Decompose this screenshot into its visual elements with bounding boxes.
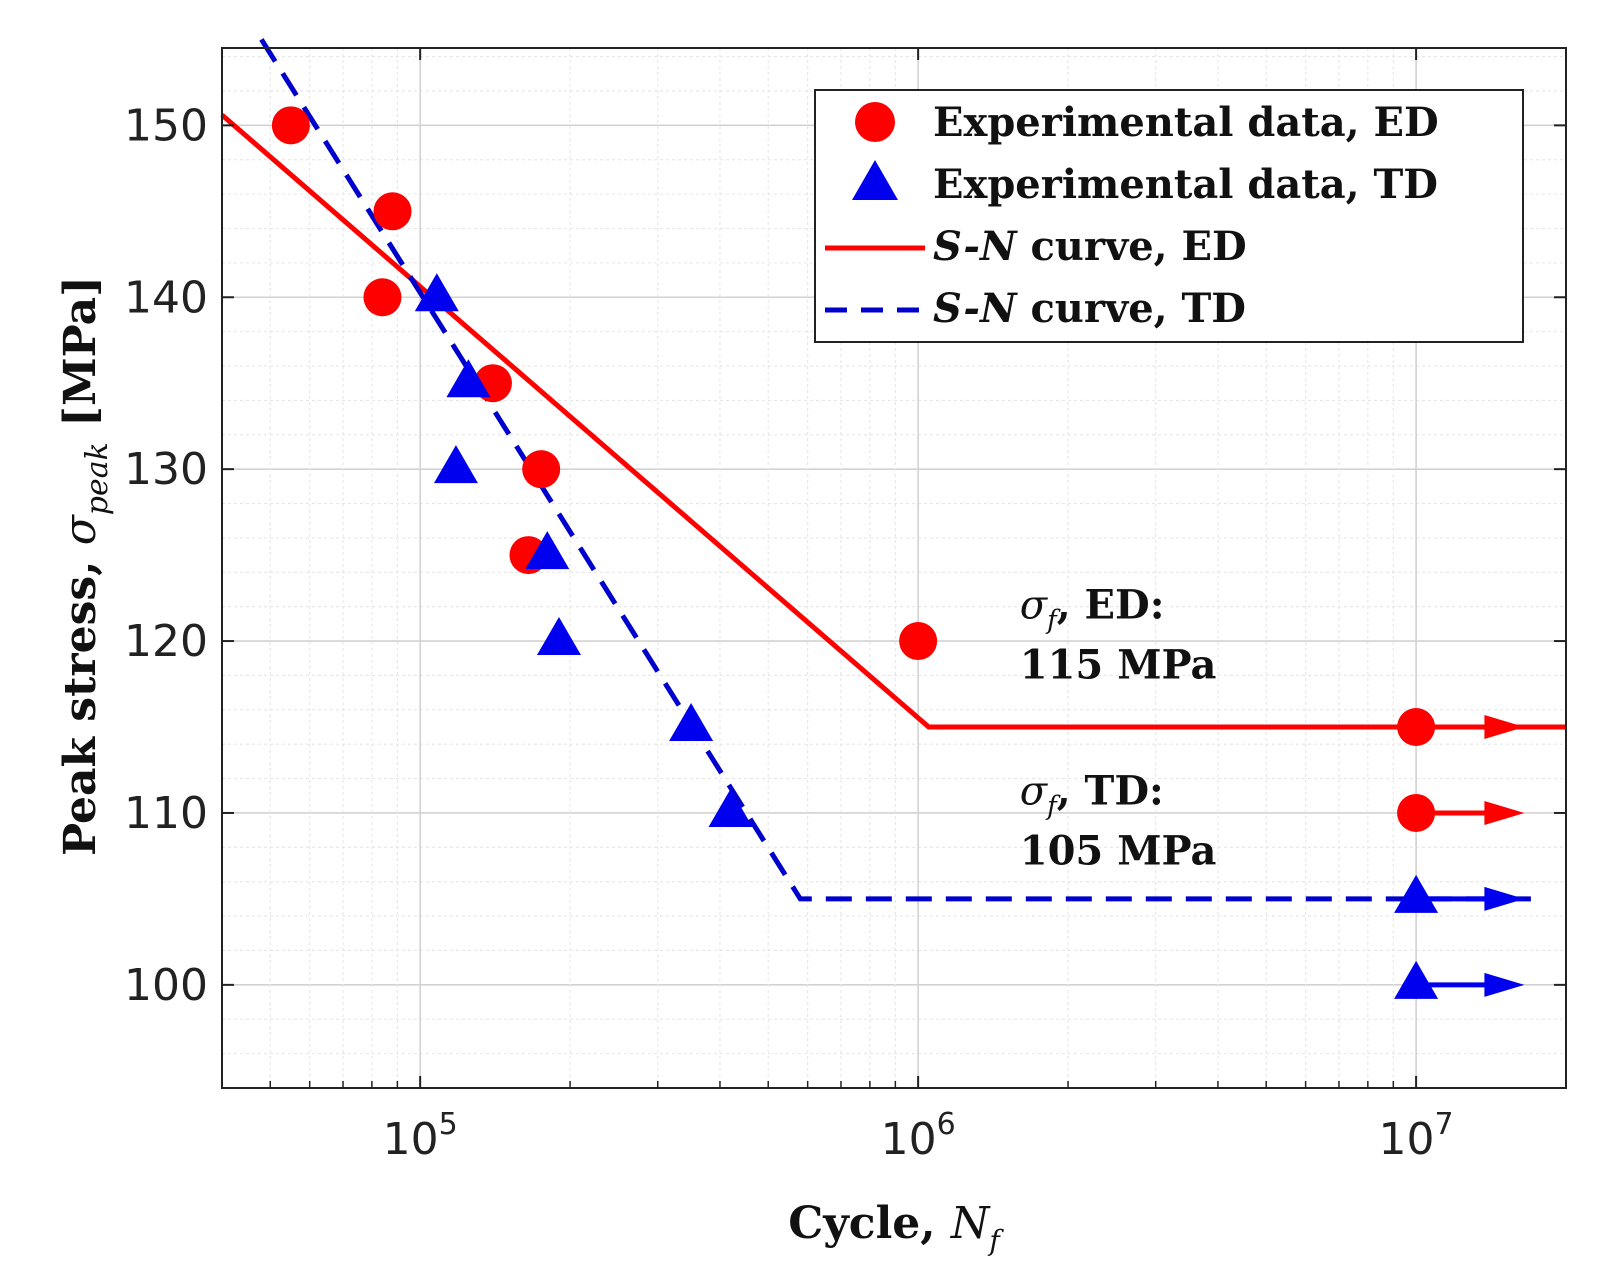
legend-entry-label: Experimental data, ED [933,99,1439,146]
y-axis-label-text: Peak stress, [55,545,106,856]
td-data-point [433,445,478,484]
ed-data-point [1397,793,1436,832]
legend-italic-prefix: S-N [933,223,1018,270]
axis-labels: Cycle, Nf Peak stress, σpeak [MPa] [55,276,1004,1257]
y-tick-label: 150 [124,100,208,151]
y-axis-label: Peak stress, σpeak [MPa] [55,276,115,856]
ed-data-point [1397,708,1436,747]
series-lines [220,38,1566,902]
endurance-limit-annotation-line1: σf, TD: [1020,767,1164,821]
annotation-label: , ED: [1057,582,1165,629]
x-tick-label-base: 10 [881,1114,937,1165]
x-axis-label-text: Cycle, [788,1198,951,1249]
x-tick-label: 106 [881,1107,956,1165]
ed-data-point [899,622,938,661]
legend-entry-label: Experimental data, TD [933,161,1438,208]
ed-data-point [363,278,402,317]
y-tick-label: 100 [124,960,208,1011]
td-data-point [446,359,491,398]
legend-entry-label: S-N curve, ED [933,223,1247,270]
x-tick-label: 107 [1379,1107,1454,1165]
x-axis-label: Cycle, Nf [788,1198,1004,1257]
y-axis-label-subscript: peak [80,442,115,515]
td-data-point [536,617,581,656]
x-tick-label: 105 [383,1107,458,1165]
td-data-point [525,531,570,570]
td-data-point [414,273,459,312]
sn-curve-td-line [259,38,1531,902]
y-axis-label-unit: [MPa] [55,276,106,442]
runout-arrow-head [1484,886,1525,911]
legend-ed-marker [855,102,895,142]
legend-box [814,89,1524,343]
runout-arrow-head [1484,972,1525,997]
y-tick-label: 140 [124,272,208,323]
plot-frame [221,47,1567,1089]
x-axis-label-subscript: f [987,1224,1004,1257]
endurance-limit-annotation-line2: 115 MPa [1020,642,1217,689]
annotation-sigma-symbol: σ [1020,583,1049,629]
x-tick-label-exponent: 6 [937,1107,956,1142]
td-data-point [1394,960,1439,999]
y-tick-label: 130 [124,444,208,495]
grid [221,48,1567,1088]
sn-curve-ed-line [220,113,1566,730]
legend-entry-text: curve, TD [1017,285,1246,332]
ed-data-point [522,450,561,489]
x-tick-label-base: 10 [383,1114,439,1165]
data-markers [271,106,1525,999]
endurance-limit-annotation-line2: 105 MPa [1020,827,1217,874]
x-axis-label-symbol: N [950,1198,991,1249]
annotation-sigma-symbol: σ [1020,768,1049,814]
legend-entry-text: curve, ED [1017,223,1247,270]
legend-italic-prefix: S-N [933,285,1018,332]
legend: Experimental data, ED Experimental data, … [814,89,1524,343]
runout-arrow-head [1484,715,1525,740]
y-tick-label: 120 [124,616,208,667]
ed-data-point [271,106,310,145]
x-tick-label-exponent: 5 [439,1107,458,1142]
y-tick-label: 110 [124,788,208,839]
x-tick-label-base: 10 [1379,1114,1435,1165]
ed-data-point [373,192,412,231]
legend-td-marker [852,160,898,200]
td-data-point [1394,874,1439,913]
y-axis-label-symbol: σ [55,513,106,545]
td-data-point [669,703,714,742]
annotations: σf, ED: 115 MPa σf, TD: 105 MPa [1020,582,1217,875]
endurance-limit-annotation-line1: σf, ED: [1020,582,1165,636]
legend-entry-label: S-N curve, TD [933,285,1246,332]
runout-arrow-head [1484,800,1525,825]
td-data-point [708,788,753,827]
annotation-label: , TD: [1057,767,1164,814]
x-tick-label-exponent: 7 [1435,1107,1454,1142]
